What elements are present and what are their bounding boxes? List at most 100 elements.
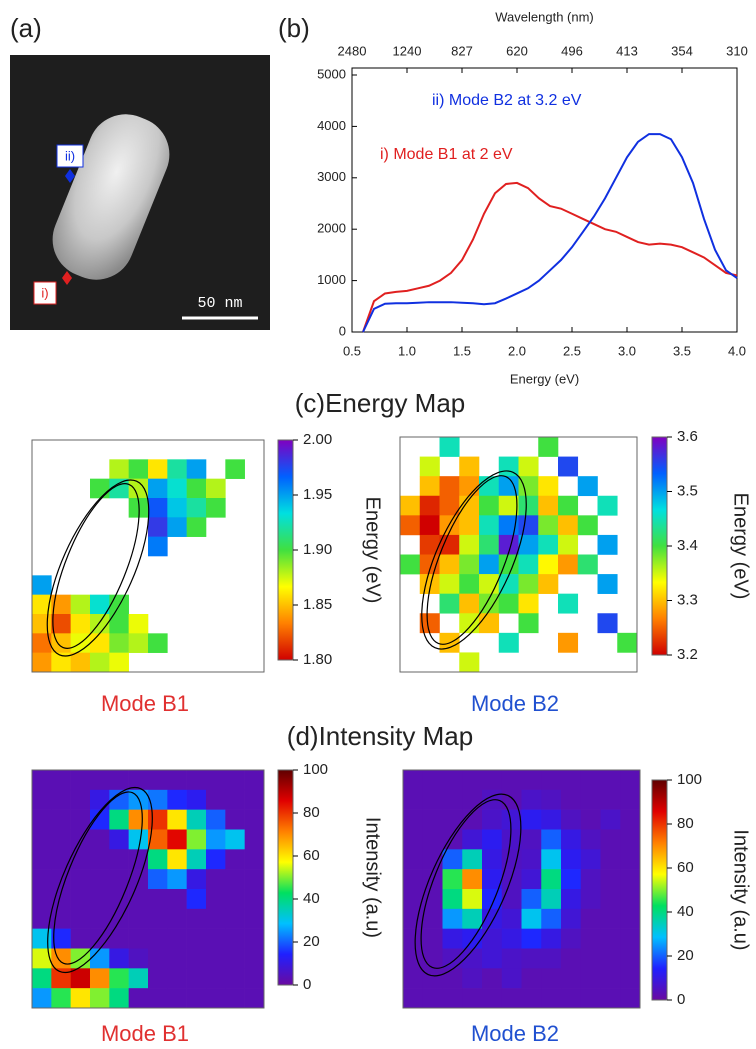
map-cell [186,459,207,479]
x2-tick-label: 496 [561,43,583,58]
map-cell [70,968,91,989]
map-cell [538,534,559,555]
map-cell [244,928,265,949]
colorbar-tick-label: 3.3 [677,591,698,608]
map-cell [109,928,129,949]
map-cell [558,456,579,477]
map-cell [541,789,562,810]
map-cell [206,968,226,989]
map-cell [32,829,52,850]
map-cell [521,948,542,969]
map-cell [459,515,480,536]
map-cell [479,515,500,536]
map-cell [580,829,601,850]
map-cell [459,613,480,634]
map-cell [462,928,483,949]
map-cell [32,614,52,634]
colorbar-title: Energy (eV) [730,493,752,600]
map-cell [128,789,149,810]
map-cell [462,968,483,989]
map-cell [186,770,207,791]
rod-outline [47,786,153,974]
map-cell [541,869,562,890]
map-cell [51,988,71,1009]
map-cell [538,437,559,457]
map-cell [51,614,71,634]
map-cell [403,829,424,850]
map-cell [459,652,480,673]
colorbar-tick-label: 60 [303,847,320,864]
map-cell [580,789,601,810]
rod-outline [46,479,150,657]
colorbar-tick-label: 1.90 [303,541,332,558]
map-cell [459,593,480,614]
colorbar-tick-label: 80 [303,804,320,821]
rod-outline [421,470,527,650]
map-cell [541,988,562,1009]
map-cell [521,849,542,870]
map-cell [244,869,265,890]
rod-outline [414,793,522,977]
map-cell [617,632,638,653]
map-cell [518,554,539,575]
map-cell [538,574,559,594]
map-cell [148,849,168,870]
map-cell [561,928,582,949]
map-cell [167,968,187,989]
map-cell [521,869,542,890]
map-cell [244,968,265,989]
map-cell [128,988,149,1009]
map-cell [225,829,245,850]
map-cell [51,594,71,615]
colorbar-tick-label: 3.5 [677,482,698,499]
map-cell [580,928,601,949]
map-cell [580,869,601,890]
map-cell [148,988,168,1009]
map-cell [422,809,443,830]
map-cell [51,789,71,810]
colorbar-tick-label: 1.85 [303,596,332,613]
map-cell [501,829,522,850]
map-cell [459,534,480,555]
map-cell [90,478,110,499]
map-cell [109,459,129,479]
colorbar-tick-label: 3.2 [677,646,698,663]
map-cell [518,593,539,614]
map-cell [148,948,168,969]
map-cell [32,594,52,615]
map-cell [109,829,129,850]
map-cell [538,515,559,536]
map-cell [600,849,621,870]
map-cell [70,594,91,615]
colorbar-tick-label: 100 [303,761,328,778]
series-line [362,133,738,333]
map-cell [186,809,207,830]
y-tick-label: 2000 [317,221,346,236]
map-cell [225,459,245,479]
map-cell [70,869,91,890]
map-cell [128,478,149,499]
map-cell [225,988,245,1009]
map-cell [580,908,601,929]
map-cell [32,789,52,810]
map-cell [167,889,187,910]
map-cell [148,889,168,910]
map-cell [90,948,110,969]
map-cell [501,968,522,989]
map-cell [419,613,440,634]
map-cell [32,770,52,791]
x-tick-label: 3.0 [618,343,636,358]
colorbar-tick-label: 20 [677,947,694,964]
map-cell [403,948,424,969]
map-cell [70,652,91,673]
map-cell [403,908,424,929]
map-cell [521,988,542,1009]
map-cell [90,633,110,653]
map-cell [561,908,582,929]
map-cell [186,928,207,949]
map-cell [459,574,480,594]
map-cell [403,928,424,949]
y-tick-label: 1000 [317,272,346,287]
map-cell [70,908,91,929]
